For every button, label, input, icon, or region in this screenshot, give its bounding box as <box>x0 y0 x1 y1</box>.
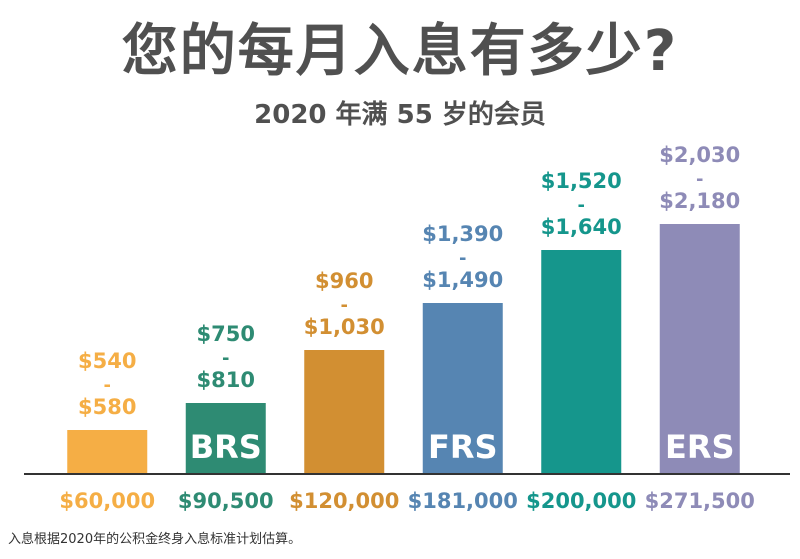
payout-high-label: $1,490 <box>422 268 503 292</box>
page-title: 您的每月入息有多少? <box>121 19 679 84</box>
payout-low-label: $540 <box>78 349 136 373</box>
x-tick-label: $60,000 <box>59 489 155 513</box>
chart-subtitle: 2020 年满 55 岁的会员 <box>254 100 546 130</box>
bar-label-ers: ERS <box>665 428 735 466</box>
payout-dash: - <box>222 348 229 369</box>
payout-dash: - <box>341 295 348 316</box>
bar-3 <box>422 303 503 474</box>
payout-high-label: $1,640 <box>541 215 622 239</box>
x-tick-label: $271,500 <box>645 489 755 513</box>
bar-5 <box>659 224 740 474</box>
payout-low-label: $2,030 <box>659 143 740 167</box>
bar-2 <box>304 350 385 474</box>
footnote: 入息根据2020年的公积金终身入息标准计划估算。 <box>8 532 302 547</box>
x-tick-label: $181,000 <box>408 489 518 513</box>
bar-0 <box>67 430 148 474</box>
payout-low-label: $750 <box>197 322 255 346</box>
x-tick-label: $120,000 <box>289 489 399 513</box>
payout-high-label: $810 <box>197 368 255 392</box>
payout-low-label: $1,390 <box>422 222 503 246</box>
payout-high-label: $2,180 <box>659 189 740 213</box>
payout-dash: - <box>578 195 585 216</box>
payout-low-label: $960 <box>315 269 373 293</box>
payout-dash: - <box>104 375 111 396</box>
payout-low-label: $1,520 <box>541 169 622 193</box>
x-tick-label: $200,000 <box>526 489 636 513</box>
x-tick-label: $90,500 <box>178 489 274 513</box>
bar-label-brs: BRS <box>190 428 262 466</box>
bar-label-frs: FRS <box>428 428 498 466</box>
payout-dash: - <box>696 169 703 190</box>
payout-high-label: $1,030 <box>304 315 385 339</box>
bar-1 <box>185 403 266 474</box>
payout-high-label: $580 <box>78 395 136 419</box>
payout-dash: - <box>459 248 466 269</box>
bar-4 <box>541 250 622 474</box>
